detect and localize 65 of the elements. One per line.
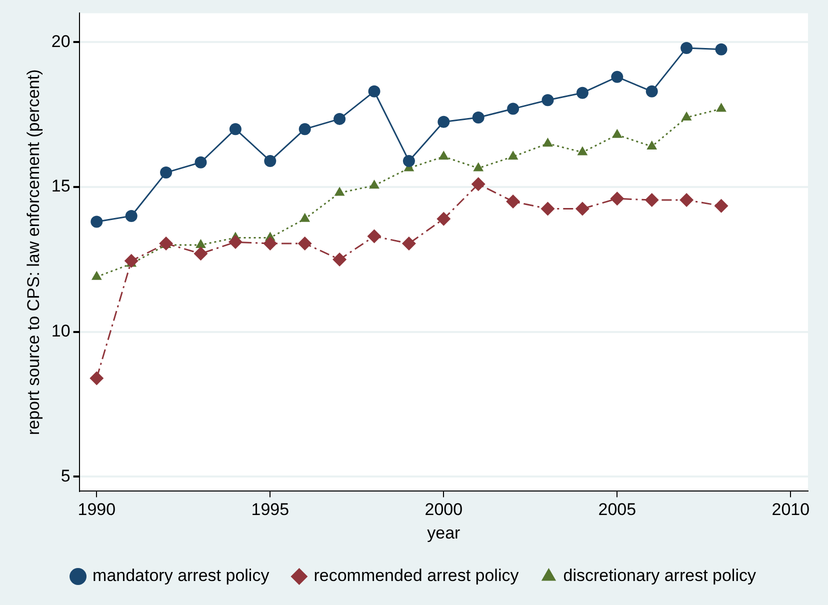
point <box>229 123 242 136</box>
y-tick-label: 10 <box>51 322 70 341</box>
point <box>508 150 518 160</box>
point <box>438 116 450 128</box>
point <box>438 150 449 160</box>
point <box>472 111 484 124</box>
point <box>228 235 242 250</box>
point <box>540 202 555 216</box>
point <box>471 177 486 192</box>
point <box>507 102 520 115</box>
point <box>680 193 694 208</box>
point <box>436 212 451 226</box>
point <box>334 112 346 125</box>
point <box>125 210 138 222</box>
point <box>196 238 206 248</box>
point <box>300 212 310 222</box>
point <box>716 102 726 112</box>
point <box>575 202 590 216</box>
point <box>610 192 624 206</box>
point <box>715 43 728 56</box>
y-tick-label: 20 <box>51 32 70 51</box>
point <box>264 154 276 167</box>
point <box>124 254 138 268</box>
y-axis-title: report source to CPS: law enforcement (percent) <box>24 69 43 436</box>
legend-label: discretionary arrest policy <box>563 566 756 586</box>
y-tick-label: 5 <box>60 466 70 486</box>
point <box>160 166 172 179</box>
point <box>194 246 208 261</box>
point <box>542 94 554 106</box>
point <box>577 146 588 156</box>
point <box>576 86 588 99</box>
point <box>334 186 345 196</box>
point <box>473 162 484 172</box>
point <box>611 70 624 83</box>
point <box>646 140 658 150</box>
point <box>332 252 347 266</box>
point <box>298 123 311 136</box>
point <box>646 85 658 98</box>
point <box>194 156 207 168</box>
point <box>90 371 104 386</box>
point <box>90 216 103 228</box>
legend-label: recommended arrest policy <box>314 566 520 586</box>
point <box>402 236 416 251</box>
point <box>368 85 380 98</box>
point <box>369 180 380 189</box>
point <box>644 193 659 208</box>
point <box>506 194 520 209</box>
y-tick-label: 15 <box>51 176 70 196</box>
point <box>680 42 693 54</box>
x-tick-label: 1995 <box>251 500 290 520</box>
point <box>367 229 382 244</box>
x-tick-label: 1990 <box>78 500 116 520</box>
point <box>91 270 102 280</box>
point <box>681 111 692 120</box>
x-tick-label: 2010 <box>772 500 810 520</box>
point <box>542 138 553 147</box>
point <box>612 128 622 138</box>
point <box>298 236 312 251</box>
point <box>263 236 278 251</box>
x-tick-label: 2000 <box>424 500 463 520</box>
legend-label: mandatory arrest policy <box>92 566 270 586</box>
point <box>402 154 415 167</box>
x-axis-title: year <box>427 523 461 542</box>
x-tick-label: 2005 <box>598 500 636 520</box>
point <box>714 198 728 213</box>
